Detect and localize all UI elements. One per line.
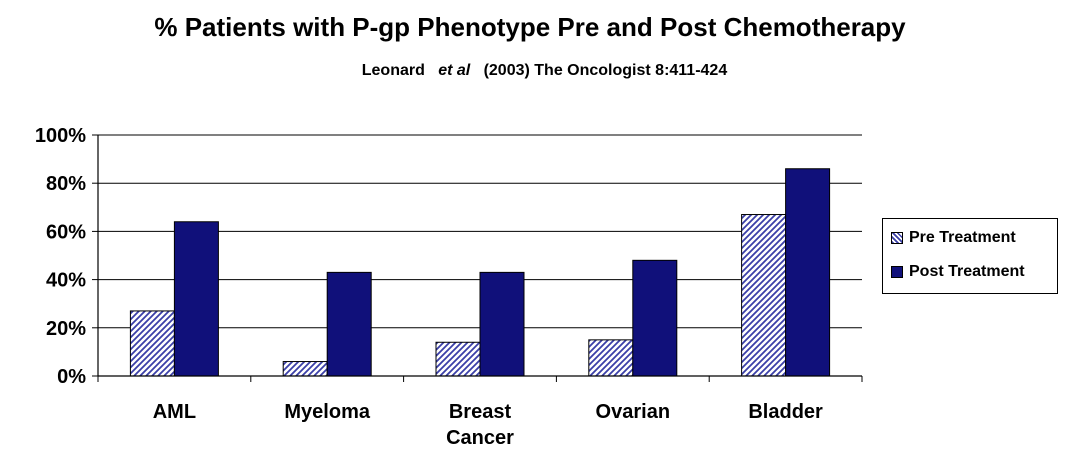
legend-swatch-post [891,266,903,278]
y-tick-label: 20% [46,318,86,340]
y-tick-label: 80% [46,173,86,195]
bar-pre-myeloma [282,361,328,377]
bar-pre-bladder [741,214,787,377]
x-category-label: Cancer [446,427,514,449]
subtitle-author: Leonard [361,62,425,79]
legend-label-pre: Pre Treatment [909,229,1016,246]
y-tick-label: 40% [46,270,86,292]
x-category-label: Breast [449,401,512,423]
legend-item-pre: Pre Treatment [891,229,1016,247]
chart-title: % Patients with P-gp Phenotype Pre and P… [154,12,906,42]
bar-post-breast-cancer [479,271,525,377]
y-tick-label: 0% [57,366,86,388]
y-tick-label: 100% [35,125,86,147]
bar-post-bladder [785,168,831,377]
x-category-label: Ovarian [596,401,670,423]
y-tick-label: 60% [46,221,86,243]
chart-subtitle: Leonard et al (2003) The Oncologist 8:41… [0,62,1089,80]
subtitle-citation: (2003) The Oncologist 8:411-424 [483,62,728,79]
bar-pre-ovarian [588,339,634,377]
legend-label-post: Post Treatment [909,263,1025,280]
legend-swatch-pre [891,232,903,244]
legend-item-post: Post Treatment [891,263,1025,281]
subtitle-etal: et al [438,62,471,79]
bar-pre-breast-cancer [435,341,481,377]
bar-post-ovarian [632,259,678,377]
bar-post-aml [173,221,219,377]
bar-post-myeloma [326,271,372,377]
x-category-label: AML [153,401,196,423]
chart-legend: Pre Treatment Post Treatment [882,218,1058,294]
bar-pre-aml [129,310,175,377]
x-category-label: Myeloma [284,401,370,423]
x-category-label: Bladder [748,401,823,423]
